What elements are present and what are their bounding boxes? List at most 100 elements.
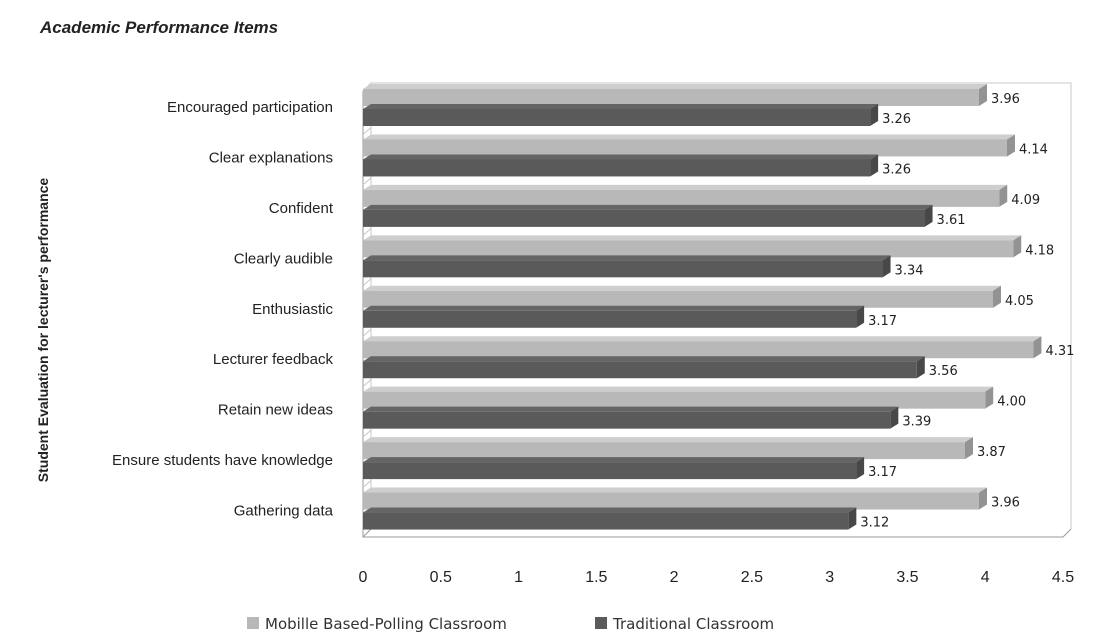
value-label: 4.05 [1005, 294, 1034, 309]
bar-end-face [965, 437, 973, 460]
bar-mobile-polling [363, 139, 1007, 157]
bar-traditional [363, 310, 857, 328]
category-label: Lecturer feedback [213, 351, 334, 368]
bar-end-face [848, 507, 857, 530]
legend-label: Mobille Based-Polling Classroom [265, 615, 507, 633]
bar-mobile-polling [363, 341, 1034, 359]
bar-mobile-polling [363, 442, 965, 460]
band-divider [362, 328, 372, 337]
bar-top-face [363, 437, 973, 443]
bar-top-face [363, 406, 899, 412]
band-divider [362, 127, 372, 135]
bar-end-face [916, 356, 925, 379]
bar-top-face [363, 134, 1015, 140]
value-label: 4.00 [997, 395, 1026, 410]
bar-top-face [363, 84, 987, 89]
bar-end-face [979, 84, 987, 106]
category-label: Enthusiastic [252, 301, 333, 318]
bars: 3.96 3.26 4.14 3.26 4.09 3.61 4.18 3.34 4.05 3.17… [363, 84, 1074, 531]
band-divider [362, 227, 372, 236]
x-tick-label: 4 [981, 569, 990, 586]
value-label: 3.96 [991, 92, 1020, 107]
bar-top-face [363, 204, 933, 210]
value-label: 4.31 [1045, 344, 1074, 359]
value-label: 3.26 [882, 112, 911, 127]
x-tick-label: 1 [514, 569, 523, 586]
bar-end-face [870, 154, 879, 177]
bar-traditional [363, 411, 891, 429]
x-tick-label: 2.5 [741, 569, 763, 586]
band-divider [362, 177, 372, 186]
legend: Mobille Based-Polling Classroom Tradition… [247, 615, 774, 633]
bar-traditional [363, 159, 871, 177]
x-tick-label: 0 [359, 569, 368, 586]
bar-top-face [363, 104, 879, 109]
value-label: 4.18 [1025, 243, 1054, 258]
value-label: 3.26 [882, 162, 911, 177]
band-divider [362, 379, 372, 388]
bar-top-face [363, 336, 1042, 342]
band-divider [362, 278, 372, 287]
x-tick-label: 1.5 [585, 569, 607, 586]
value-label: 3.56 [929, 364, 958, 379]
category-label: Clearly audible [234, 250, 333, 267]
category-labels: Encouraged participation Clear explanatio… [112, 99, 334, 520]
bar-end-face [882, 255, 891, 278]
bar-mobile-polling [363, 89, 979, 106]
bar-traditional [363, 109, 871, 126]
band-divider [362, 429, 372, 438]
category-label: Ensure students have knowledge [112, 452, 333, 469]
bar-top-face [363, 255, 891, 261]
bar-end-face [870, 104, 879, 126]
x-tick-label: 3 [825, 569, 834, 586]
bar-end-face [979, 487, 987, 510]
value-label: 4.14 [1019, 142, 1048, 157]
value-label: 3.34 [895, 263, 924, 278]
bar-top-face [363, 305, 865, 311]
bar-mobile-polling [363, 290, 993, 308]
y-axis-label: Student Evaluation for lecturer's perfor… [35, 178, 51, 483]
value-label: 3.96 [991, 496, 1020, 511]
bar-end-face [890, 406, 899, 429]
bar-traditional [363, 361, 917, 379]
bar-end-face [993, 285, 1001, 308]
value-label: 3.87 [977, 445, 1006, 460]
bar-end-face [1013, 235, 1022, 258]
bar-end-face [1007, 134, 1015, 157]
bar-end-face [985, 386, 994, 409]
bar-end-face [856, 305, 865, 328]
bar-top-face [363, 235, 1022, 241]
band-divider [362, 480, 372, 488]
bar-top-face [363, 507, 857, 513]
bar-top-face [363, 356, 925, 362]
category-label: Gathering data [234, 503, 334, 520]
x-tick-label: 3.5 [896, 569, 918, 586]
category-label: Encouraged participation [167, 99, 333, 116]
bar-mobile-polling [363, 189, 1000, 207]
bar-end-face [1033, 336, 1042, 359]
bar-top-face [363, 386, 994, 392]
bar-mobile-polling [363, 240, 1014, 258]
bar-end-face [999, 184, 1008, 207]
x-tick-label: 0.5 [430, 569, 452, 586]
bar-traditional [363, 209, 925, 227]
bar-top-face [363, 154, 879, 160]
value-label: 3.17 [868, 314, 897, 329]
category-label: Retain new ideas [218, 402, 333, 419]
bar-end-face [924, 204, 933, 227]
bar-traditional [363, 260, 883, 278]
value-label: 3.12 [860, 516, 889, 531]
bar-traditional [363, 512, 849, 530]
x-tick-label: 4.5 [1052, 569, 1074, 586]
chart-title: Academic Performance Items [40, 18, 279, 37]
category-label: Confident [269, 200, 334, 217]
floor-edge [362, 528, 372, 538]
bar-top-face [363, 285, 1001, 291]
bar-mobile-polling [363, 492, 979, 510]
bar-end-face [856, 457, 865, 480]
value-label: 3.17 [868, 465, 897, 480]
x-axis-ticks: 0 0.5 1 1.5 2 2.5 3 3.5 4 4.5 [359, 569, 1075, 586]
legend-label: Traditional Classroom [612, 615, 774, 633]
value-label: 4.09 [1011, 193, 1040, 208]
